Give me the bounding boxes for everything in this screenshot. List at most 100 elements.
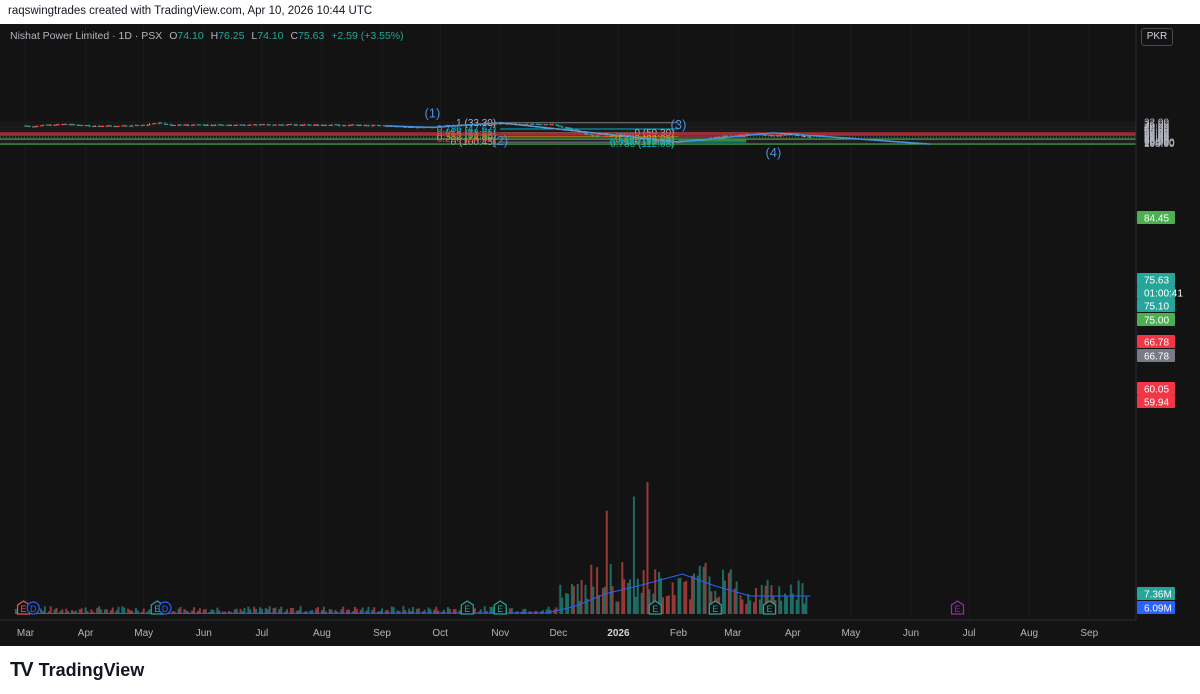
candle-body	[655, 140, 659, 142]
volume-bar	[227, 610, 230, 614]
candle-body	[282, 124, 285, 126]
volume-bar	[412, 607, 415, 614]
volume-bar	[392, 607, 395, 614]
price-axis-label: 75.63	[1144, 276, 1169, 287]
candle-body	[101, 125, 105, 127]
change-value: +2.59 (+3.55%)	[331, 30, 404, 42]
volume-bar	[96, 607, 99, 614]
candle-body	[107, 125, 111, 127]
candle-body	[611, 135, 614, 137]
volume-bar	[330, 609, 333, 614]
volume-bar	[253, 606, 256, 614]
volume-bar	[642, 570, 645, 614]
volume-bar	[61, 609, 64, 614]
candle-body	[603, 136, 607, 138]
price-axis-label: 59.94	[1144, 398, 1169, 409]
volume-bar	[249, 609, 252, 614]
event-marker-letter: E	[954, 604, 960, 614]
volume-bar	[247, 606, 250, 614]
volume-bar	[381, 608, 384, 614]
trend-dashed-line	[781, 132, 811, 138]
price-axis-tick: 92.00	[1144, 136, 1169, 147]
candle-body	[190, 125, 194, 127]
candle-body	[204, 124, 207, 126]
volume-bar	[371, 609, 374, 614]
candle-body	[500, 123, 504, 125]
volume-bar	[698, 565, 701, 614]
volume-bar	[379, 611, 382, 614]
volume-bar	[212, 609, 215, 614]
time-axis-tick: Mar	[724, 628, 742, 639]
volume-bar	[67, 611, 70, 614]
candle-body	[530, 123, 533, 125]
volume-bar	[185, 610, 188, 614]
candle-body	[115, 126, 118, 128]
candle-body	[590, 134, 593, 136]
volume-bar	[586, 598, 589, 614]
candle-body	[378, 125, 382, 127]
candle-body	[33, 126, 37, 128]
candle-body	[125, 125, 128, 127]
volume-bar	[785, 596, 788, 614]
candle-body	[524, 124, 527, 126]
volume-bar	[84, 607, 87, 614]
volume-bar	[427, 607, 430, 614]
brand[interactable]: TV TradingView	[10, 659, 144, 682]
candle-body	[45, 124, 49, 126]
volume-bar	[791, 593, 794, 614]
candle-body	[274, 124, 277, 126]
price-axis-label-bg	[1137, 349, 1175, 362]
candle-body	[721, 136, 725, 138]
candle-body	[140, 125, 143, 127]
volume-bar	[322, 606, 325, 614]
candle-body	[171, 125, 174, 127]
price-axis-label-bg	[1137, 286, 1175, 299]
volume-bar	[572, 586, 575, 614]
candle-body	[268, 124, 271, 126]
candle-body	[117, 125, 120, 127]
volume-bar	[660, 578, 663, 614]
volume-bar	[191, 610, 194, 614]
chart-pane[interactable]: 0 (100.45) 0.236 (84.60) 0.382 (74.80) 0.5 …	[0, 24, 1200, 646]
price-axis-tick: 52.00	[1144, 126, 1169, 137]
volume-bar	[315, 608, 318, 614]
volume-bar	[458, 610, 461, 614]
time-axis-tick: Oct	[432, 628, 448, 639]
volume-bar	[278, 608, 281, 614]
volume-bar	[632, 496, 635, 614]
candle-body	[531, 123, 535, 125]
price-chart-svg[interactable]: 0 (100.45)0.236 (84.60)0.382 (74.80)0.5 …	[0, 24, 1200, 646]
candle-body	[70, 124, 74, 126]
volume-bar	[373, 607, 376, 614]
volume-bar	[803, 603, 806, 614]
candle-body	[84, 125, 87, 127]
volume-bar	[258, 607, 261, 614]
volume-bar	[603, 586, 606, 614]
volume-ma-line	[15, 573, 811, 614]
candle-body	[334, 124, 337, 126]
price-axis-label-bg	[1137, 335, 1175, 348]
volume-bar	[598, 595, 601, 614]
volume-bar	[47, 611, 50, 614]
candle-body	[592, 135, 595, 137]
volume-bar	[479, 609, 482, 614]
volume-bar	[739, 595, 742, 614]
volume-bar	[196, 611, 199, 614]
candle-body	[595, 135, 599, 137]
candle-body	[53, 124, 56, 126]
volume-bar	[485, 610, 488, 614]
candle-body	[260, 124, 264, 126]
candle-body	[570, 129, 574, 131]
volume-bar	[758, 599, 761, 614]
price-axis-label: 75.00	[1144, 316, 1169, 327]
candle-body	[221, 124, 225, 126]
candle-body	[92, 125, 95, 127]
volume-bar	[117, 606, 120, 614]
candle-body	[123, 125, 126, 127]
low-value: 74.10	[257, 30, 284, 42]
volume-bar	[611, 586, 614, 614]
candle-body	[365, 125, 368, 127]
currency-button[interactable]: PKR	[1141, 28, 1173, 46]
volume-bar	[665, 596, 668, 614]
volume-bar	[55, 607, 58, 614]
